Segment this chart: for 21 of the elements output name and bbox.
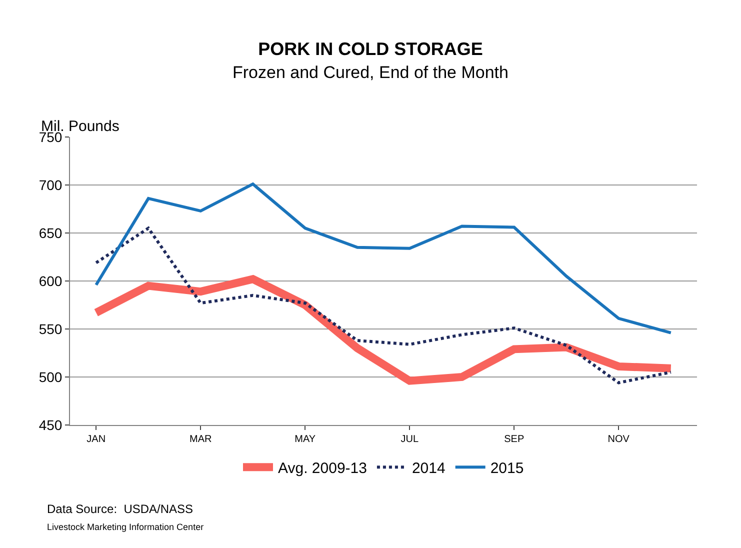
x-tick-label: JAN: [86, 434, 106, 445]
legend-label: 2015: [490, 460, 524, 478]
chart-subtitle: Frozen and Cured, End of the Month: [232, 63, 508, 82]
line-series: [94, 182, 672, 334]
y-tick-label: 700: [38, 176, 62, 193]
x-tick-label: MAR: [190, 434, 212, 445]
legend-label: Avg. 2009-13: [278, 460, 367, 478]
y-tick-label: 500: [38, 368, 62, 385]
y-tick-label: 550: [38, 320, 62, 337]
text: Livestock Marketing Information Center: [47, 522, 204, 532]
legend-label: 2014: [412, 460, 446, 478]
x-tick-label: JUL: [400, 434, 419, 445]
y-tick-label: 600: [38, 272, 62, 289]
x-tick-label: SEP: [504, 434, 524, 445]
y-tick-label: 650: [38, 224, 62, 241]
chart-title: PORK IN COLD STORAGE: [258, 38, 483, 59]
x-tick-label: MAY: [294, 434, 316, 445]
line-series: [94, 226, 672, 384]
x-tick-label: NOV: [608, 434, 630, 445]
y-tick-label: 450: [38, 416, 62, 433]
source-note: Data Source: USDA/NASS: [47, 502, 194, 516]
